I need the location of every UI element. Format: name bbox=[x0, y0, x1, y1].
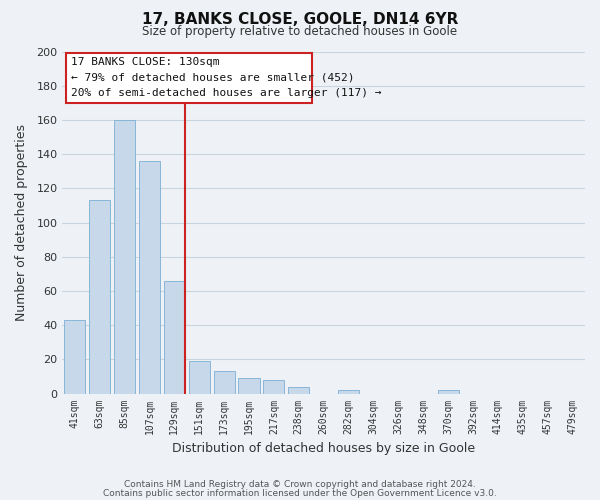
FancyBboxPatch shape bbox=[66, 53, 313, 103]
Text: Size of property relative to detached houses in Goole: Size of property relative to detached ho… bbox=[142, 25, 458, 38]
X-axis label: Distribution of detached houses by size in Goole: Distribution of detached houses by size … bbox=[172, 442, 475, 455]
Bar bbox=[188, 361, 210, 394]
Bar bbox=[214, 372, 235, 394]
Text: 20% of semi-detached houses are larger (117) →: 20% of semi-detached houses are larger (… bbox=[71, 88, 382, 99]
Bar bbox=[164, 280, 185, 394]
Bar bbox=[114, 120, 135, 394]
Bar bbox=[238, 378, 260, 394]
Bar bbox=[64, 320, 85, 394]
Text: 17, BANKS CLOSE, GOOLE, DN14 6YR: 17, BANKS CLOSE, GOOLE, DN14 6YR bbox=[142, 12, 458, 28]
Bar bbox=[437, 390, 458, 394]
Bar bbox=[263, 380, 284, 394]
Text: ← 79% of detached houses are smaller (452): ← 79% of detached houses are smaller (45… bbox=[71, 73, 355, 83]
Bar bbox=[338, 390, 359, 394]
Text: Contains HM Land Registry data © Crown copyright and database right 2024.: Contains HM Land Registry data © Crown c… bbox=[124, 480, 476, 489]
Bar bbox=[89, 200, 110, 394]
Bar bbox=[139, 161, 160, 394]
Text: 17 BANKS CLOSE: 130sqm: 17 BANKS CLOSE: 130sqm bbox=[71, 58, 220, 68]
Bar bbox=[288, 386, 310, 394]
Text: Contains public sector information licensed under the Open Government Licence v3: Contains public sector information licen… bbox=[103, 489, 497, 498]
Y-axis label: Number of detached properties: Number of detached properties bbox=[15, 124, 28, 321]
